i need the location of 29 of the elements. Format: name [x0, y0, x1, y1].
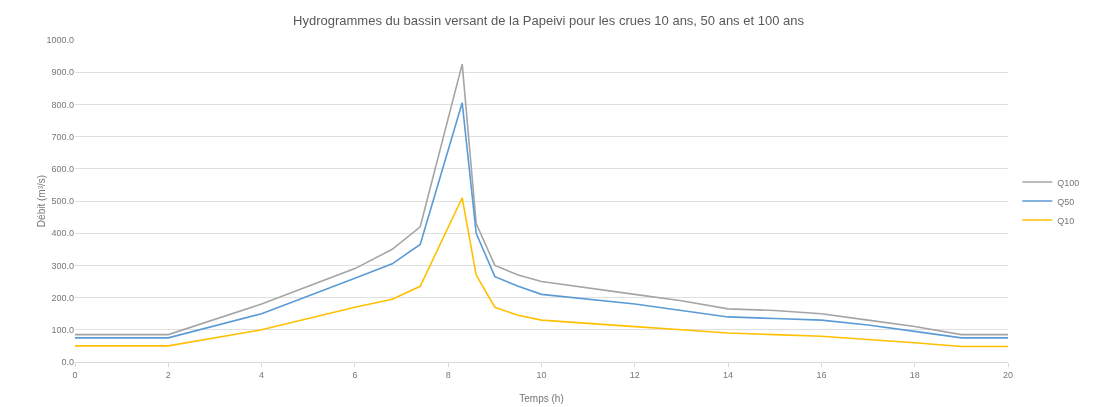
y-tick-label: 600.0 — [51, 163, 74, 174]
x-tick-label: 20 — [1002, 369, 1014, 380]
x-axis-title: Temps (h) — [519, 393, 564, 404]
x-tick-label: 6 — [352, 369, 358, 380]
x-tick-label: 4 — [259, 369, 265, 380]
x-tick-label: 18 — [909, 369, 920, 380]
x-tick-label: 12 — [629, 369, 640, 380]
y-tick-label: 500.0 — [51, 196, 74, 207]
x-tick-label: 2 — [165, 369, 171, 380]
x-tick-label: 16 — [816, 369, 827, 380]
x-tick-label: 14 — [723, 369, 734, 380]
y-tick-label: 400.0 — [51, 228, 74, 239]
legend-label: Q50 — [1057, 196, 1075, 207]
y-tick-label: 200.0 — [51, 292, 74, 303]
x-tick-label: 8 — [445, 369, 451, 380]
y-tick-label: 0.0 — [61, 357, 74, 368]
y-tick-label: 300.0 — [51, 260, 74, 271]
x-tick-label: 10 — [536, 369, 547, 380]
legend-label: Q100 — [1057, 177, 1080, 188]
y-tick-label: 1000.0 — [46, 35, 74, 46]
line-series — [75, 196, 1008, 348]
y-tick-label: 800.0 — [51, 99, 74, 110]
chart-title: Hydrogrammes du bassin versant de la Papeivi pour les crues 10 ans, 50 ans et 100 ans — [293, 13, 805, 29]
y-axis-title: Débit (m³/s) — [36, 174, 47, 228]
y-tick-label: 700.0 — [51, 131, 74, 142]
x-tick-label: 0 — [72, 369, 78, 380]
y-tick-label: 900.0 — [51, 67, 74, 78]
legend-label: Q10 — [1057, 215, 1075, 226]
y-tick-label: 100.0 — [51, 324, 74, 335]
